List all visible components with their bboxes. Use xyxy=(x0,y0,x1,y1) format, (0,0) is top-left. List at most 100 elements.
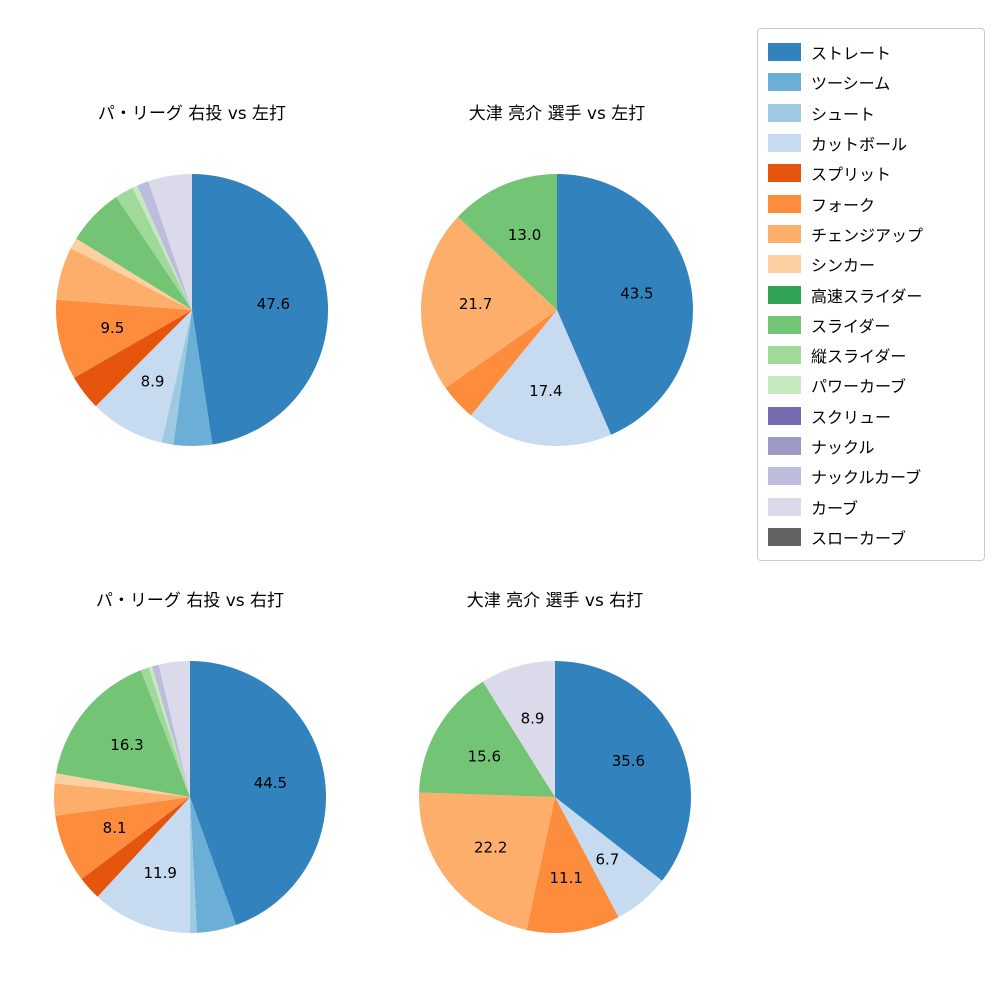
pie-slice-シュート xyxy=(190,797,197,933)
legend: ストレート ツーシーム シュート カットボール スプリット フォーク チェンジア… xyxy=(757,28,985,562)
pie-slice-フォーク xyxy=(445,310,557,416)
pie-slice-カーブ xyxy=(482,661,555,797)
pie-slice-チェンジアップ xyxy=(54,783,190,816)
legend-item: ストレート xyxy=(768,37,974,67)
legend-item: ツーシーム xyxy=(768,67,974,97)
legend-swatch xyxy=(768,406,801,425)
pie-slice-チェンジアップ xyxy=(421,216,557,388)
legend-swatch xyxy=(768,224,801,243)
legend-item: ナックルカーブ xyxy=(768,461,974,491)
pie-chart-player-vs-right: 大津 亮介 選手 vs 右打 35.6 6.7 11.1 22.2 15.6 8.9 xyxy=(405,587,705,947)
legend-label: フォーク xyxy=(811,195,876,215)
pie-slice-縦スライダー xyxy=(140,667,190,797)
pie-slice-label: 6.7 xyxy=(595,851,619,869)
pie-slice-label: 16.3 xyxy=(110,736,143,754)
legend-item: パワーカーブ xyxy=(768,370,974,400)
pie-slice-label: 21.7 xyxy=(459,295,492,313)
legend-swatch xyxy=(768,315,801,334)
pie-slice-カットボール xyxy=(95,310,192,443)
pie-svg-league-vs-right: 44.5 11.9 8.1 16.3 xyxy=(54,661,327,933)
legend-item: ナックル xyxy=(768,431,974,461)
pie-slice-スプリット xyxy=(81,797,190,897)
pie-slice-label: 8.1 xyxy=(103,819,127,837)
pie-slice-チェンジアップ xyxy=(418,792,555,930)
pie-slice-カットボール xyxy=(555,797,663,918)
legend-item: カットボール xyxy=(768,128,974,158)
legend-swatch xyxy=(768,255,801,274)
legend-item: フォーク xyxy=(768,188,974,218)
pie-slice-シンカー xyxy=(70,238,192,310)
pie-slice-カーブ xyxy=(158,661,190,797)
pie-chart-league-vs-left: パ・リーグ 右投 vs 左打 47.6 8.9 9.5 xyxy=(42,100,342,460)
legend-swatch xyxy=(768,164,801,183)
pie-chart-player-vs-left: 大津 亮介 選手 vs 左打 43.5 17.4 21.7 13.0 xyxy=(407,100,707,460)
pie-slice-パワーカーブ xyxy=(132,185,192,310)
pie-slice-ストレート xyxy=(555,661,691,881)
legend-swatch xyxy=(768,43,801,62)
legend-label: シンカー xyxy=(811,256,876,276)
pie-slice-カーブ xyxy=(148,174,192,310)
legend-label: ストレート xyxy=(811,44,892,64)
chart-title: パ・リーグ 右投 vs 右打 xyxy=(95,591,285,611)
pie-slice-label: 9.5 xyxy=(100,319,124,337)
pie-slice-チェンジアップ xyxy=(56,248,192,310)
pie-slice-label: 35.6 xyxy=(612,752,645,770)
legend-label: カットボール xyxy=(811,135,908,155)
pie-slice-スライダー xyxy=(457,174,557,310)
pie-slice-label: 47.6 xyxy=(257,295,290,313)
pie-slice-ツーシーム xyxy=(190,797,237,933)
pie-slice-ストレート xyxy=(190,661,327,925)
pie-slice-ストレート xyxy=(557,174,693,435)
pie-slice-label: 22.2 xyxy=(474,838,507,856)
legend-item: スプリット xyxy=(768,158,974,188)
pie-slice-ツーシーム xyxy=(173,310,213,447)
legend-item: チェンジアップ xyxy=(768,219,974,249)
pie-slice-スライダー xyxy=(76,197,192,310)
legend-label: 高速スライダー xyxy=(811,286,923,306)
pie-chart-league-vs-right: パ・リーグ 右投 vs 右打 44.5 11.9 8.1 16.3 xyxy=(40,587,340,947)
pie-slice-スプリット xyxy=(74,310,192,407)
pie-slice-label: 11.1 xyxy=(549,869,582,887)
legend-swatch xyxy=(768,73,801,92)
pie-slice-縦スライダー xyxy=(116,187,192,310)
legend-item: スライダー xyxy=(768,310,974,340)
legend-item: シンカー xyxy=(768,249,974,279)
legend-label: カーブ xyxy=(811,498,859,518)
chart-title: パ・リーグ 右投 vs 左打 xyxy=(97,104,287,124)
legend-swatch xyxy=(768,346,801,365)
legend-label: チェンジアップ xyxy=(811,225,924,245)
legend-item: カーブ xyxy=(768,491,974,521)
legend-label: スプリット xyxy=(811,165,892,185)
pie-slice-スライダー xyxy=(419,681,555,797)
chart-title: 大津 亮介 選手 vs 右打 xyxy=(466,591,644,611)
pie-slice-フォーク xyxy=(55,797,190,879)
legend-swatch xyxy=(768,134,801,153)
legend-label: ナックル xyxy=(811,438,875,457)
legend-swatch xyxy=(768,285,801,304)
legend-item: シュート xyxy=(768,98,974,128)
pie-slice-label: 17.4 xyxy=(529,382,562,400)
pie-slice-label: 13.0 xyxy=(508,226,541,244)
legend-swatch xyxy=(768,194,801,213)
legend-label: スライダー xyxy=(811,316,891,336)
pie-slice-label: 8.9 xyxy=(141,372,165,390)
pie-slice-フォーク xyxy=(56,299,192,378)
legend-swatch xyxy=(768,103,801,122)
legend-item: スクリュー xyxy=(768,401,974,431)
pie-slice-フォーク xyxy=(526,797,619,933)
legend-item: 縦スライダー xyxy=(768,340,974,370)
pie-slice-スライダー xyxy=(56,670,190,797)
pie-slice-ナックルカーブ xyxy=(152,664,190,797)
pie-slice-パワーカーブ xyxy=(148,666,190,797)
pie-svg-player-vs-left: 43.5 17.4 21.7 13.0 xyxy=(421,174,693,446)
chart-title: 大津 亮介 選手 vs 左打 xyxy=(468,104,646,124)
legend-swatch xyxy=(768,497,801,516)
pie-slice-label: 11.9 xyxy=(143,864,176,882)
pie-slice-カットボール xyxy=(470,310,612,446)
pie-slice-label: 15.6 xyxy=(468,747,501,765)
pie-slice-label: 44.5 xyxy=(254,774,287,792)
legend-label: パワーカーブ xyxy=(811,377,907,397)
legend-swatch xyxy=(768,467,801,486)
legend-label: ナックルカーブ xyxy=(811,468,922,488)
